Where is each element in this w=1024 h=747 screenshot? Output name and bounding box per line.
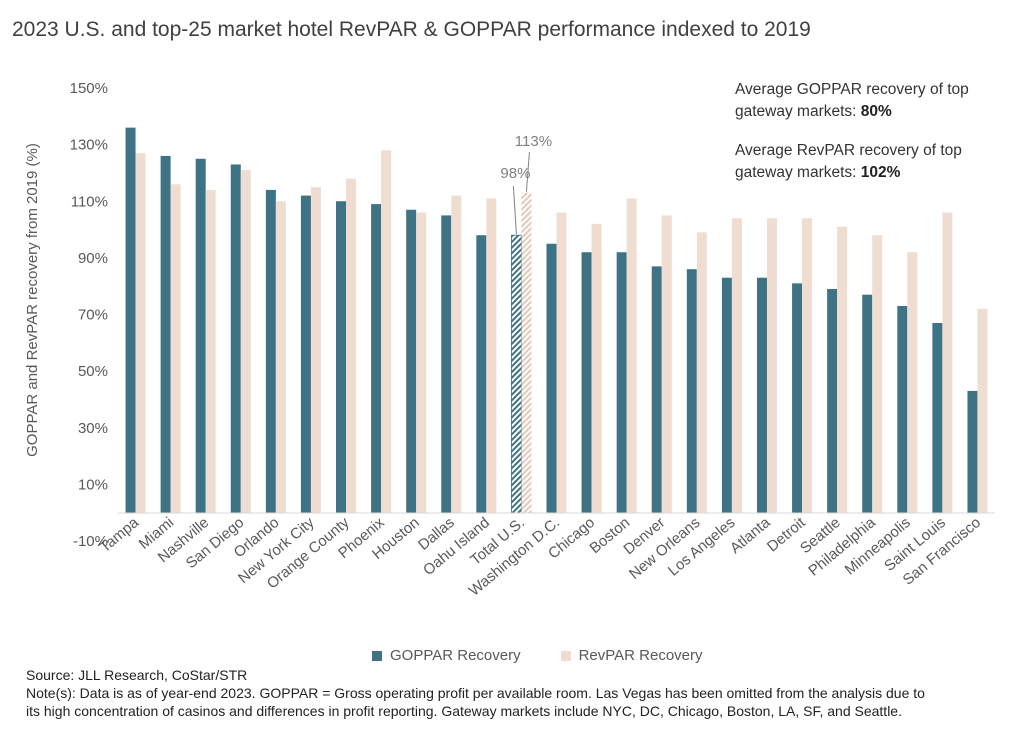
goppar-annotation-value: 80% xyxy=(860,103,892,120)
y-tick-label: 90% xyxy=(78,250,108,267)
revpar-bar xyxy=(837,226,848,513)
y-tick-label: 130% xyxy=(70,137,108,154)
revpar-annotation-text: Average RevPAR recovery of top gateway m… xyxy=(735,142,962,181)
goppar-bar xyxy=(546,243,557,513)
revpar-annotation-value: 102% xyxy=(860,164,901,181)
revpar-bar xyxy=(416,212,427,513)
goppar-bar xyxy=(371,204,382,514)
source-note: Source: JLL Research, CoStar/STR xyxy=(26,667,248,683)
goppar-bar xyxy=(616,252,627,513)
revpar-bar xyxy=(451,195,462,513)
goppar-bar xyxy=(932,322,943,513)
goppar-bar xyxy=(756,277,767,513)
goppar-bar xyxy=(406,209,417,513)
legend-swatch-goppar xyxy=(372,650,382,661)
y-tick-label: 110% xyxy=(71,193,108,210)
revpar-bar xyxy=(696,232,707,514)
footnotes: Source: JLL Research, CoStar/STR Note(s)… xyxy=(26,666,1006,720)
goppar-annotation-text: Average GOPPAR recovery of top gateway m… xyxy=(735,81,969,120)
goppar-bar xyxy=(651,266,662,513)
revpar-bar xyxy=(205,189,216,514)
y-tick-label: 30% xyxy=(78,420,108,437)
goppar-bar xyxy=(441,215,452,513)
revpar-bar xyxy=(310,187,321,513)
y-axis-title: GOPPAR and RevPAR recovery from 2019 (%) xyxy=(24,143,41,457)
revpar-bar xyxy=(802,218,813,514)
goppar-bar xyxy=(897,306,908,513)
revpar-bar xyxy=(521,192,532,513)
revpar-leader-line xyxy=(525,151,530,192)
y-tick-label: 150% xyxy=(70,80,108,97)
revpar-bar xyxy=(661,215,672,513)
goppar-bar xyxy=(195,158,206,513)
legend-label-revpar: RevPAR Recovery xyxy=(578,647,703,664)
goppar-leader-line xyxy=(512,185,517,235)
y-tick-label: 10% xyxy=(78,476,108,493)
revpar-bar xyxy=(135,153,146,513)
revpar-bar xyxy=(240,170,251,513)
goppar-bar xyxy=(792,283,803,513)
revpar-bar xyxy=(486,198,497,513)
goppar-annotation: Average GOPPAR recovery of top gateway m… xyxy=(735,79,1015,123)
legend: GOPPAR Recovery RevPAR Recovery xyxy=(372,647,703,664)
revpar-annotation: Average RevPAR recovery of top gateway m… xyxy=(735,140,1015,184)
chart-title: 2023 U.S. and top-25 market hotel RevPAR… xyxy=(12,18,811,41)
data-labels: 98% 113% xyxy=(500,133,552,235)
legend-item-revpar: RevPAR Recovery xyxy=(560,647,703,664)
revpar-data-label: 113% xyxy=(515,133,552,150)
revpar-bar xyxy=(591,223,602,513)
revpar-bar xyxy=(556,212,567,513)
note-line-1: Note(s): Data is as of year-end 2023. GO… xyxy=(26,685,925,701)
revpar-bar xyxy=(170,184,181,513)
revpar-bar xyxy=(626,198,637,513)
goppar-bar xyxy=(160,155,171,513)
y-tick-label: 70% xyxy=(78,307,108,324)
goppar-bar xyxy=(581,252,592,513)
goppar-bar xyxy=(125,127,136,513)
goppar-bar xyxy=(476,235,487,513)
goppar-bar xyxy=(230,164,241,513)
revpar-bar xyxy=(346,178,357,513)
y-tick-label: 50% xyxy=(78,363,108,380)
goppar-bar xyxy=(721,277,732,513)
goppar-bar xyxy=(336,201,347,513)
bar-chart: -10% 10% 30% 50% 70% 90% 110% 130% 150% TampaMia… xyxy=(24,80,995,600)
revpar-bar xyxy=(731,218,742,514)
goppar-bar xyxy=(300,195,311,513)
revpar-bar xyxy=(275,201,286,513)
legend-item-goppar: GOPPAR Recovery xyxy=(372,647,521,664)
revpar-bar xyxy=(381,150,392,513)
y-tick-label: -10% xyxy=(73,533,108,550)
goppar-bar xyxy=(827,289,838,513)
goppar-bar xyxy=(686,269,697,513)
legend-label-goppar: GOPPAR Recovery xyxy=(390,647,521,664)
bars xyxy=(125,127,988,514)
revpar-bar xyxy=(872,235,883,513)
revpar-bar xyxy=(907,252,918,513)
x-tick-label: Atlanta xyxy=(727,514,774,557)
revpar-bar xyxy=(977,308,988,513)
goppar-bar xyxy=(265,189,276,514)
goppar-data-label: 98% xyxy=(500,165,530,182)
goppar-bar xyxy=(862,294,873,513)
revpar-bar xyxy=(942,212,953,513)
note-line-2: its high concentration of casinos and di… xyxy=(26,703,902,719)
y-axis-ticks: -10% 10% 30% 50% 70% 90% 110% 130% 150% xyxy=(70,80,108,550)
legend-swatch-revpar xyxy=(560,650,571,661)
revpar-bar xyxy=(766,218,777,514)
goppar-bar xyxy=(967,390,978,513)
goppar-bar xyxy=(511,234,522,514)
